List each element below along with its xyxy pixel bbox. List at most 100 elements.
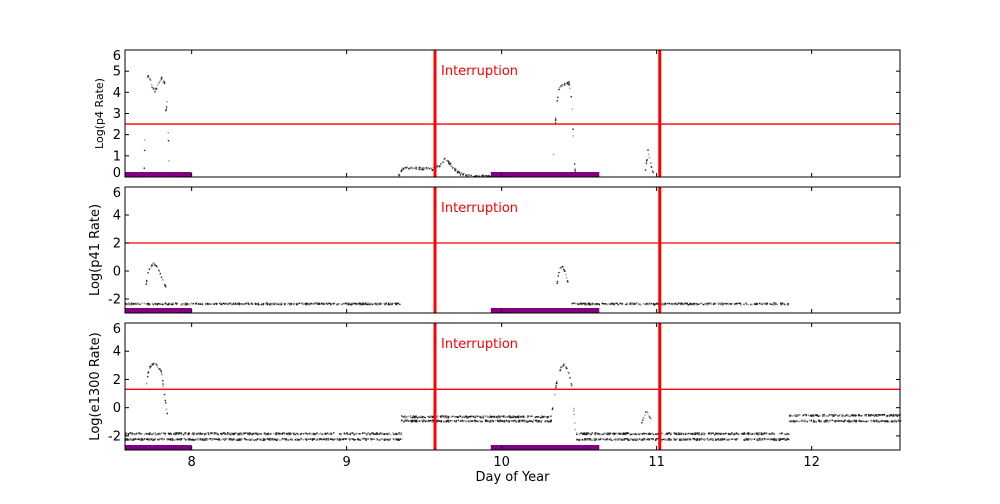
data-point-p2-s1 — [370, 438, 372, 440]
data-point-p2-s7 — [696, 439, 698, 441]
data-point-p2-s7 — [710, 438, 713, 440]
data-point-p2-s7 — [727, 438, 729, 441]
data-point-p2-s3 — [474, 415, 476, 417]
data-point-p1-s0 — [164, 302, 166, 304]
data-point-p1-s0 — [234, 302, 237, 304]
data-point-p2-s9 — [844, 415, 846, 417]
data-point-p2-s0 — [267, 433, 269, 436]
data-point-p0-s3 — [648, 156, 651, 159]
data-point-p2-s9 — [816, 414, 818, 416]
data-point-p1-s3 — [709, 303, 711, 305]
data-point-p2-s0 — [353, 433, 355, 436]
data-point-p2-s7 — [765, 438, 767, 440]
data-point-p2-s5 — [560, 368, 562, 370]
data-point-p2-s3 — [444, 416, 447, 418]
data-point-p2-s7 — [716, 439, 718, 441]
data-point-p2-s7 — [772, 438, 774, 440]
data-point-p2-s10 — [813, 421, 815, 423]
data-point-p2-s0 — [369, 433, 372, 435]
data-point-p1-s0 — [340, 303, 343, 306]
data-point-p2-s7 — [770, 439, 772, 441]
data-point-p0-s0 — [155, 88, 157, 91]
data-point-p0-s1 — [470, 174, 472, 177]
data-point-p1-s3 — [746, 303, 748, 305]
data-point-p1-s1 — [145, 283, 147, 285]
data-point-p2-s4 — [536, 421, 538, 423]
data-point-p1-s0 — [274, 302, 276, 304]
data-point-p2-s0 — [239, 432, 241, 434]
data-point-p2-s1 — [365, 439, 367, 441]
data-point-p0-s1 — [445, 160, 448, 162]
data-point-p1-s0 — [127, 302, 129, 304]
data-point-p0-s1 — [454, 169, 457, 172]
data-point-p2-s0 — [324, 432, 326, 434]
data-point-p2-s1 — [221, 438, 223, 440]
data-point-p2-s2 — [147, 372, 149, 374]
data-point-p2-s1 — [138, 438, 140, 440]
data-point-p2-s1 — [212, 438, 215, 440]
data-point-p2-s10 — [880, 420, 883, 422]
data-point-p2-s7 — [587, 438, 589, 440]
data-point-p2-s1 — [171, 439, 173, 441]
data-point-p2-s10 — [848, 419, 850, 421]
data-point-p2-s1 — [188, 438, 190, 441]
data-point-p2-s7 — [641, 439, 643, 441]
data-point-p1-s3 — [695, 303, 698, 305]
data-point-p1-s0 — [223, 302, 225, 305]
data-point-p2-s6 — [594, 433, 596, 435]
data-point-p2-s9 — [860, 415, 862, 417]
y-tick-label: 6 — [113, 322, 121, 337]
data-point-p2-s9 — [817, 415, 820, 417]
data-point-p2-s6 — [746, 432, 749, 434]
data-point-p0-s1 — [455, 168, 457, 170]
data-point-p0-s1 — [442, 161, 444, 163]
data-point-p0-s2 — [554, 122, 557, 124]
data-point-p2-s7 — [597, 438, 600, 440]
data-point-p2-s1 — [224, 439, 226, 441]
data-point-p1-s0 — [395, 302, 397, 305]
data-point-p2-s6 — [707, 432, 710, 435]
data-point-p1-s3 — [688, 304, 690, 306]
data-point-p2-s1 — [215, 438, 217, 440]
data-point-p2-s4 — [405, 419, 407, 422]
data-point-p2-s1 — [135, 438, 138, 440]
data-point-p0-s2 — [555, 117, 557, 119]
data-point-p2-s9 — [858, 414, 861, 417]
data-point-p1-s3 — [736, 302, 738, 305]
data-point-p2-s7 — [747, 439, 749, 441]
data-point-p2-s5 — [567, 371, 569, 373]
data-point-p1-s0 — [346, 303, 349, 306]
data-point-p2-s4 — [455, 420, 457, 422]
data-point-p1-s0 — [323, 302, 325, 304]
data-point-p0-s1 — [423, 167, 425, 169]
data-point-p2-s7 — [606, 438, 608, 440]
data-point-p2-s10 — [840, 420, 842, 422]
data-point-p1-s0 — [206, 303, 209, 305]
data-point-p2-s0 — [256, 433, 258, 436]
data-point-p2-s3 — [519, 416, 521, 418]
data-point-p2-s0 — [256, 432, 258, 434]
data-point-p2-s3 — [432, 415, 434, 417]
data-point-p2-s4 — [491, 420, 493, 423]
data-point-p2-s4 — [406, 420, 409, 422]
data-point-p2-s4 — [459, 420, 462, 422]
data-point-p2-s6 — [727, 432, 729, 435]
data-point-p1-s0 — [258, 304, 260, 306]
data-point-p2-s1 — [362, 437, 364, 440]
data-point-p2-s9 — [793, 415, 795, 417]
data-point-p2-s7 — [706, 438, 708, 440]
data-point-p1-s0 — [393, 302, 395, 305]
data-point-p2-s7 — [693, 439, 695, 441]
data-point-p1-s0 — [271, 303, 273, 306]
data-point-p2-s2 — [147, 375, 149, 378]
data-point-p2-s7 — [712, 439, 714, 441]
data-point-p0-s1 — [438, 165, 441, 167]
data-point-p2-s4 — [477, 421, 479, 423]
data-point-p2-s0 — [351, 432, 353, 434]
data-point-p2-s1 — [316, 437, 319, 440]
data-point-p2-s1 — [319, 438, 321, 440]
data-point-p2-s6 — [759, 433, 762, 435]
data-point-p2-s0 — [379, 432, 382, 434]
y-tick-label: 5 — [113, 65, 121, 80]
data-point-p2-s5 — [570, 383, 573, 386]
